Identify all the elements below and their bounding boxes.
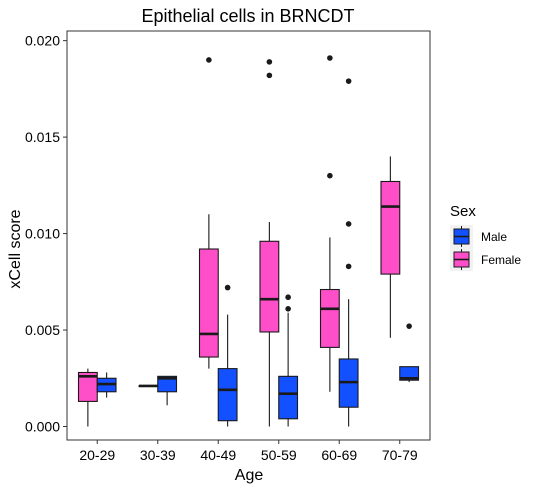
male-outlier-point [345, 78, 352, 84]
male-outlier-point [224, 284, 231, 291]
y-tick-label: 0.020 [25, 33, 60, 49]
male-box-30-39 [157, 375, 178, 406]
male-box-50-59 [278, 294, 299, 427]
female-box-50-59 [259, 59, 280, 427]
male-iqr-box [217, 368, 238, 422]
male-iqr-box [157, 375, 178, 393]
male-iqr-box [399, 366, 420, 381]
x-tick-label: 20-29 [79, 447, 115, 463]
y-tick-label: 0.000 [25, 418, 60, 434]
x-tick-label: 70-79 [382, 447, 418, 463]
x-tick-label: 50-59 [261, 447, 297, 463]
male-box-20-29 [96, 372, 117, 398]
female-box-60-69 [319, 55, 340, 392]
female-outlier-point [327, 55, 333, 61]
female-outlier-point [327, 172, 333, 179]
chart-title: Epithelial cells in BRNCDT [141, 6, 354, 26]
female-outlier-point [266, 72, 273, 79]
box-layer [77, 55, 420, 427]
x-axis: 20-29 30-39 40-49 50-59 60-69 70-79 [79, 440, 418, 463]
male-outlier-point [285, 294, 291, 301]
female-iqr-box [198, 248, 219, 358]
legend: Sex Male Female [450, 203, 521, 271]
legend-label-female: Female [481, 253, 521, 267]
female-iqr-box [319, 288, 340, 348]
female-outlier-point [206, 57, 212, 63]
x-tick-label: 30-39 [140, 447, 176, 463]
y-tick-label: 0.010 [25, 226, 60, 242]
y-tick-label: 0.015 [25, 129, 60, 145]
female-box-30-39 [138, 384, 159, 388]
male-outlier-point [285, 306, 291, 312]
x-tick-label: 60-69 [321, 447, 357, 463]
male-outlier-point [406, 323, 412, 329]
legend-label-male: Male [481, 230, 507, 244]
female-box-20-29 [77, 368, 98, 427]
y-axis-title: xCell score [7, 209, 24, 288]
x-tick-label: 40-49 [200, 447, 236, 463]
female-iqr-box [259, 240, 280, 333]
female-iqr-box [380, 180, 401, 275]
legend-title: Sex [450, 203, 476, 220]
x-axis-title: Age [235, 467, 264, 484]
male-box-60-69 [338, 78, 359, 427]
female-box-70-79 [380, 156, 401, 338]
female-box-40-49 [198, 57, 219, 369]
male-box-40-49 [217, 284, 238, 427]
male-box-70-79 [399, 323, 420, 383]
male-outlier-point [345, 221, 352, 227]
male-iqr-box [278, 375, 299, 420]
male-outlier-point [345, 263, 352, 270]
y-tick-label: 0.005 [25, 322, 60, 338]
female-outlier-point [266, 59, 273, 65]
plot-panel [66, 30, 431, 441]
y-axis: 0.000 0.005 0.010 0.015 0.020 [25, 33, 67, 434]
